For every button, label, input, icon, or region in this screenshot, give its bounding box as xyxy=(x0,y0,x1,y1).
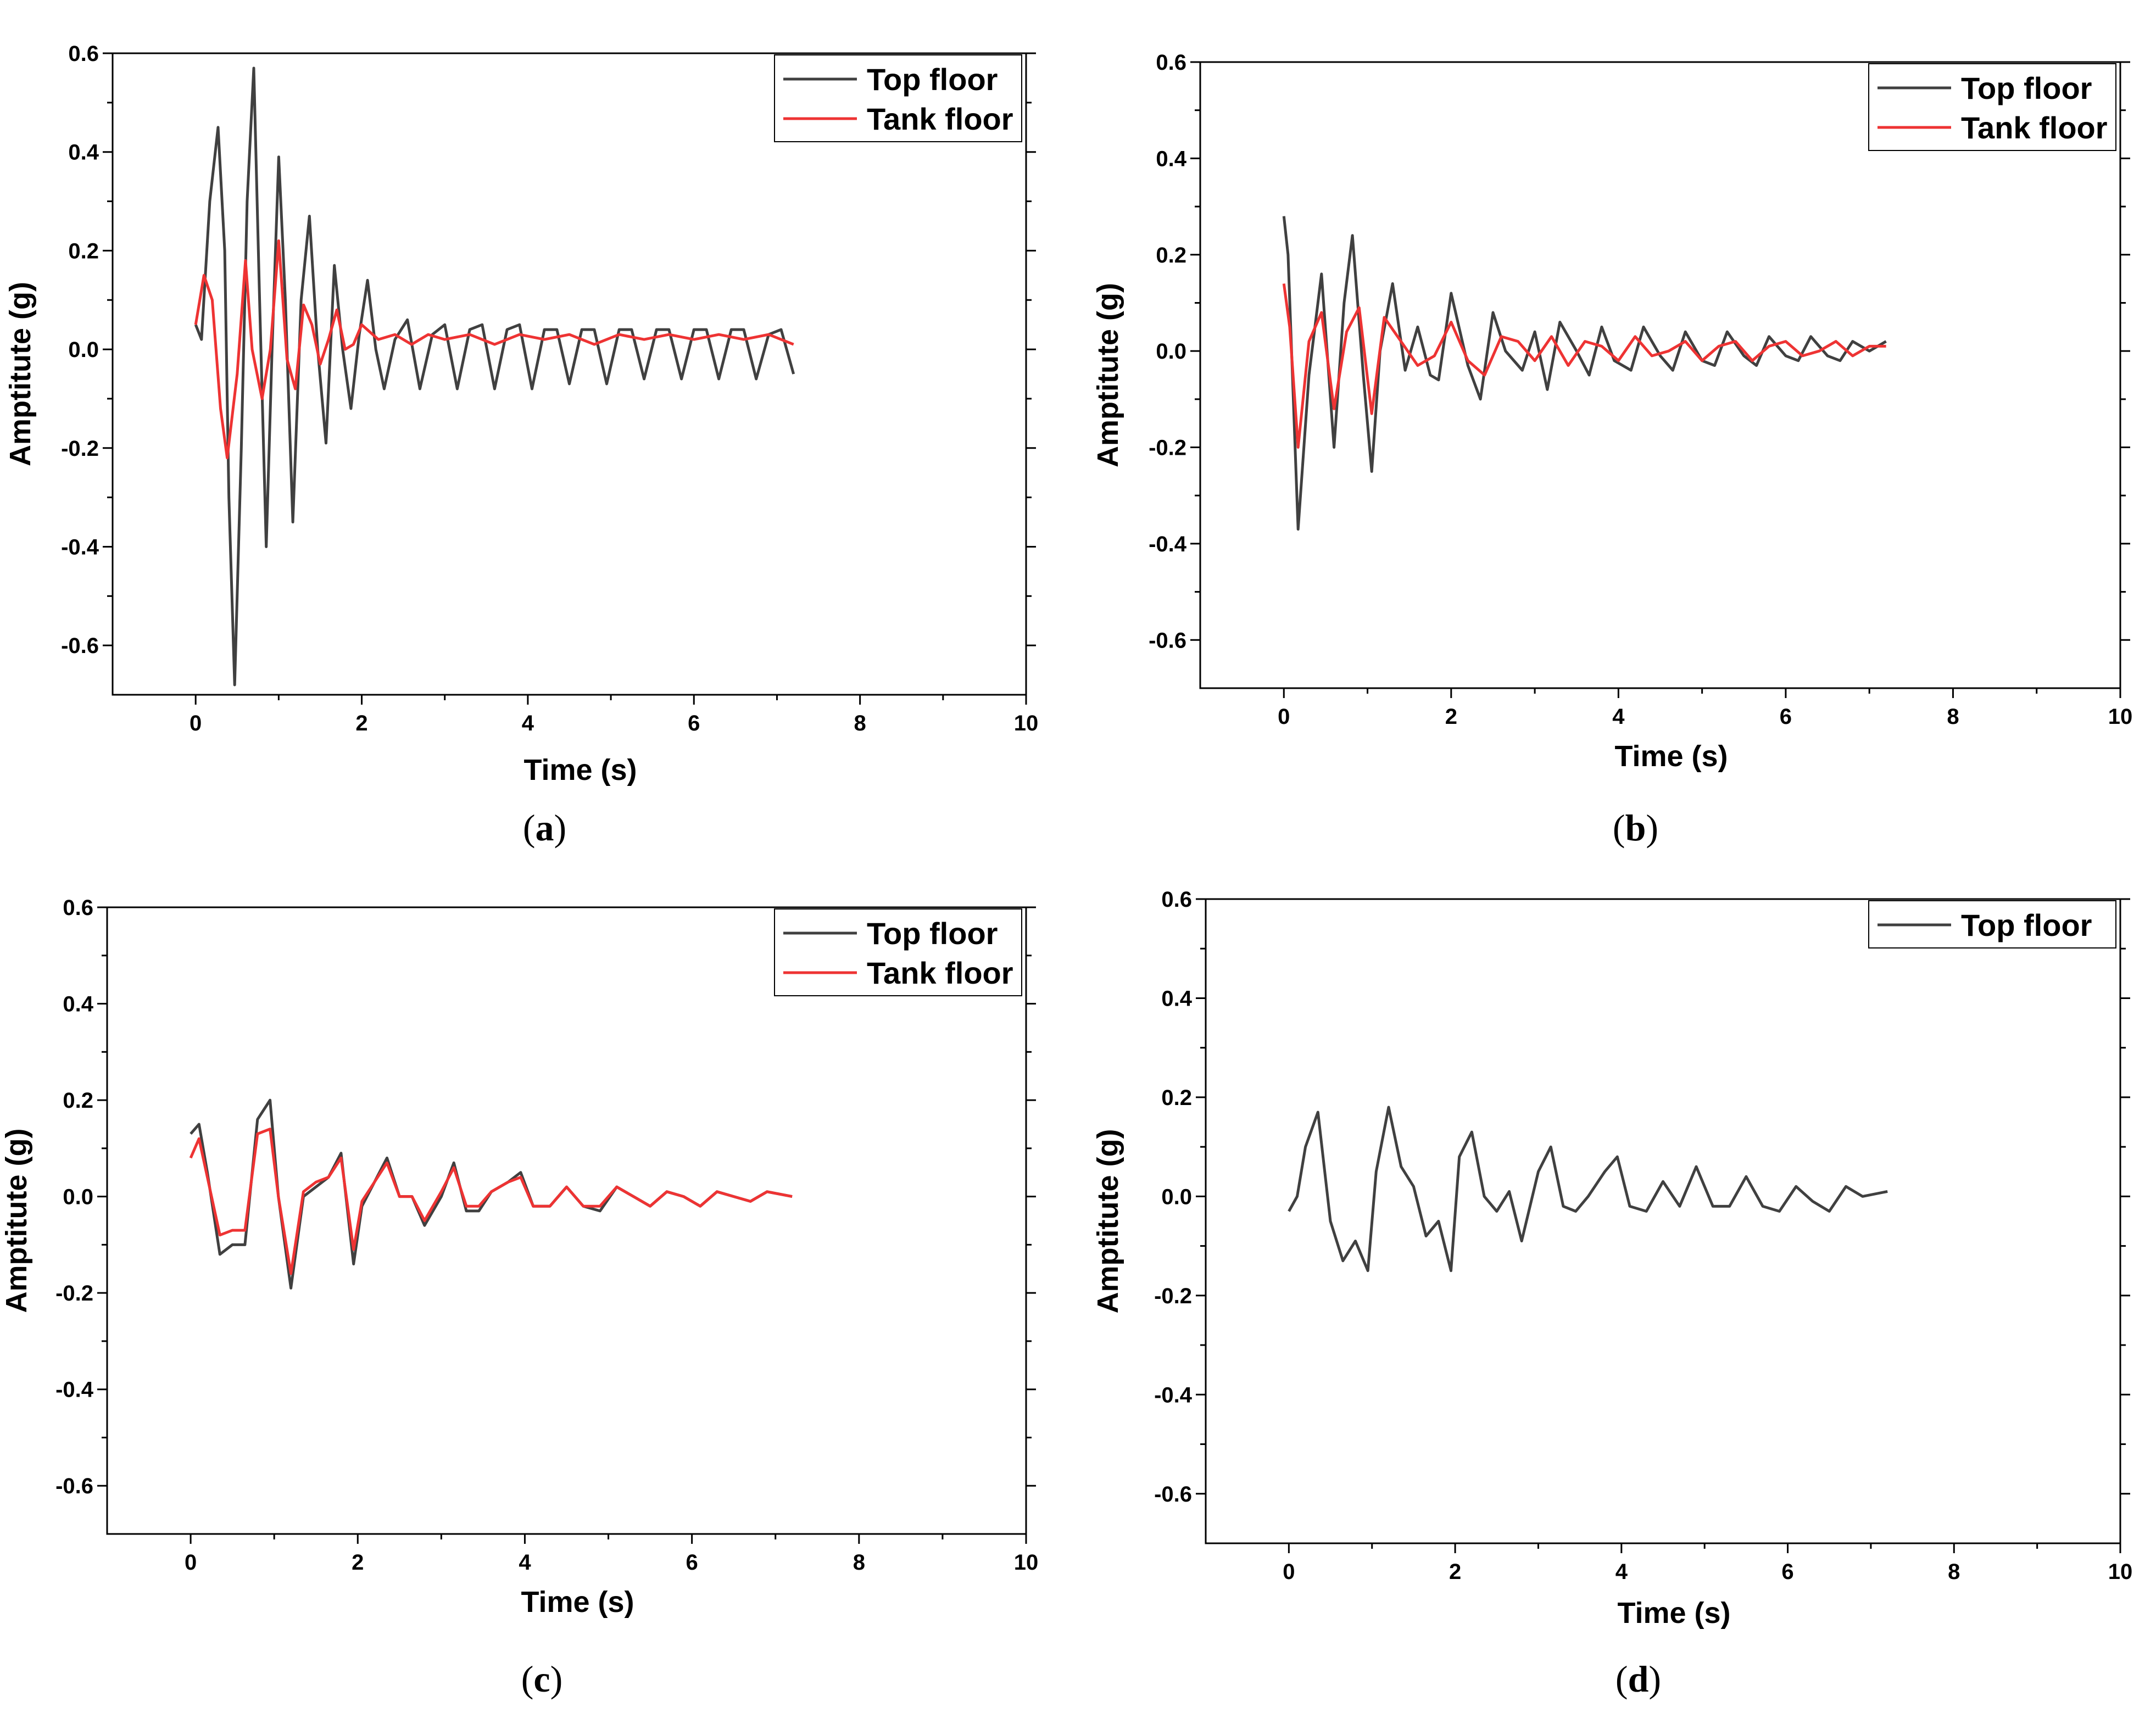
y-tick-label: -0.2 xyxy=(1154,1284,1192,1308)
x-axis-title: Time (s) xyxy=(521,1586,634,1619)
y-tick-label: 0.4 xyxy=(68,141,99,165)
series-line-top-floor xyxy=(1282,216,1887,531)
chart-panel-d: 0 2 4 6 8 10 -0.6 -0.4 -0.2 0.0 0.2 0.4 0.6 Time (s) A… xyxy=(1091,888,2132,1700)
y-tick-label: -0.6 xyxy=(1149,628,1186,652)
y-tick-label: 0.6 xyxy=(63,896,93,920)
plot-frame xyxy=(106,906,1027,1535)
x-tick-label: 6 xyxy=(688,711,700,735)
x-tick-label: 4 xyxy=(1615,1560,1628,1584)
y-tick-label: -0.4 xyxy=(1154,1383,1193,1407)
x-tick-label: 2 xyxy=(1449,1560,1461,1584)
x-tick-label: 0 xyxy=(185,1550,197,1575)
y-tick-label: -0.6 xyxy=(61,634,99,658)
y-tick-label: -0.4 xyxy=(61,535,99,559)
x-tick-label: 8 xyxy=(853,1550,865,1575)
y-tick-label: 0.0 xyxy=(1161,1185,1192,1209)
x-tick-label: 2 xyxy=(352,1550,364,1575)
plot-frame xyxy=(1199,61,2121,689)
x-tick-label: 6 xyxy=(686,1550,698,1575)
plot-frame xyxy=(1205,898,2121,1544)
panel-caption: (a) xyxy=(523,807,566,849)
y-axis-title: Amptitute (g) xyxy=(1091,1129,1124,1314)
y-tick-label: -0.2 xyxy=(55,1281,93,1305)
x-tick-label: 0 xyxy=(190,711,202,735)
y-tick-label: 0.0 xyxy=(68,338,99,362)
legend-label: Tank floor xyxy=(867,956,1013,990)
y-tick-label: 0.2 xyxy=(1161,1086,1192,1110)
y-tick-label: -0.4 xyxy=(55,1378,94,1402)
x-tick-label: 6 xyxy=(1781,1560,1793,1584)
x-tick-label: 8 xyxy=(1947,705,1959,729)
series-line-tank-floor xyxy=(189,1128,793,1275)
panel-caption-letter: d xyxy=(1628,1658,1649,1700)
x-tick-label: 10 xyxy=(1014,1550,1039,1575)
plot-frame xyxy=(112,52,1027,696)
legend-box xyxy=(774,54,1022,142)
y-tick-label: 0.0 xyxy=(1156,339,1186,364)
panel-caption: (c) xyxy=(521,1658,563,1700)
y-tick-label: 0.4 xyxy=(1156,147,1186,171)
legend-box xyxy=(1868,63,2116,151)
panel-caption-letter: c xyxy=(533,1658,550,1700)
series-line-top-floor xyxy=(194,66,795,687)
x-tick-label: 10 xyxy=(2108,705,2133,729)
y-axis-title: Amptitute (g) xyxy=(1091,283,1124,467)
x-tick-label: 2 xyxy=(355,711,367,735)
y-tick-label: 0.6 xyxy=(1161,888,1192,912)
y-tick-label: 0.6 xyxy=(1156,51,1186,75)
y-tick-label: -0.2 xyxy=(61,437,99,461)
legend-label: Tank floor xyxy=(867,102,1013,136)
x-tick-label: 4 xyxy=(1612,705,1625,729)
legend-label: Tank floor xyxy=(1961,110,2108,145)
legend-label: Top floor xyxy=(1961,71,2092,105)
legend-label: Top floor xyxy=(867,916,998,951)
y-tick-label: 0.2 xyxy=(1156,243,1186,267)
series-line-tank-floor xyxy=(194,239,794,460)
y-tick-label: -0.6 xyxy=(1154,1482,1192,1506)
chart-panel-a: 0 2 4 6 8 10 -0.6 -0.4 -0.2 0.0 0.2 0.4 0.6 Time (s) A… xyxy=(4,42,1038,849)
chart-panel-c: 0 2 4 6 8 10 -0.6 -0.4 -0.2 0.0 0.2 0.4 0.6 Time (s) A… xyxy=(0,896,1038,1700)
y-tick-label: 0.0 xyxy=(63,1185,93,1209)
series-line-top-floor xyxy=(190,1098,793,1290)
y-tick-label: -0.2 xyxy=(1149,436,1186,460)
x-axis-title: Time (s) xyxy=(523,754,637,786)
x-tick-label: 8 xyxy=(854,711,866,735)
panel-caption: (d) xyxy=(1615,1658,1661,1700)
panel-caption-letter: b xyxy=(1625,807,1646,849)
x-tick-label: 2 xyxy=(1445,705,1457,729)
series-line-tank-floor xyxy=(1282,283,1886,449)
y-tick-label: 0.2 xyxy=(63,1089,93,1113)
x-tick-label: 0 xyxy=(1283,1560,1295,1584)
y-tick-label: -0.4 xyxy=(1149,532,1187,556)
x-tick-label: 0 xyxy=(1278,705,1290,729)
x-axis-title: Time (s) xyxy=(1617,1597,1730,1630)
legend-label: Top floor xyxy=(867,62,998,97)
x-tick-label: 10 xyxy=(2108,1560,2133,1584)
panel-caption: (b) xyxy=(1613,807,1658,849)
y-tick-label: 0.4 xyxy=(1161,986,1192,1011)
x-tick-label: 8 xyxy=(1948,1560,1960,1584)
legend-label: Top floor xyxy=(1961,908,2092,942)
x-tick-label: 4 xyxy=(519,1550,531,1575)
y-tick-label: 0.2 xyxy=(68,239,99,263)
x-tick-label: 6 xyxy=(1780,705,1792,729)
y-tick-label: -0.6 xyxy=(55,1474,93,1498)
y-axis-title: Amptitute (g) xyxy=(4,282,37,466)
y-tick-label: 0.6 xyxy=(68,42,99,66)
x-axis-title: Time (s) xyxy=(1614,740,1728,773)
x-tick-label: 10 xyxy=(1014,711,1039,735)
x-tick-label: 4 xyxy=(522,711,534,735)
legend-box xyxy=(774,908,1022,996)
y-tick-label: 0.4 xyxy=(63,992,93,1017)
panel-caption-letter: a xyxy=(536,807,554,849)
chart-panel-b: 0 2 4 6 8 10 -0.6 -0.4 -0.2 0.0 0.2 0.4 0.6 Time (s) A… xyxy=(1091,51,2132,849)
series-line-top-floor xyxy=(1288,1106,1888,1273)
y-axis-title: Amptitute (g) xyxy=(0,1129,33,1313)
